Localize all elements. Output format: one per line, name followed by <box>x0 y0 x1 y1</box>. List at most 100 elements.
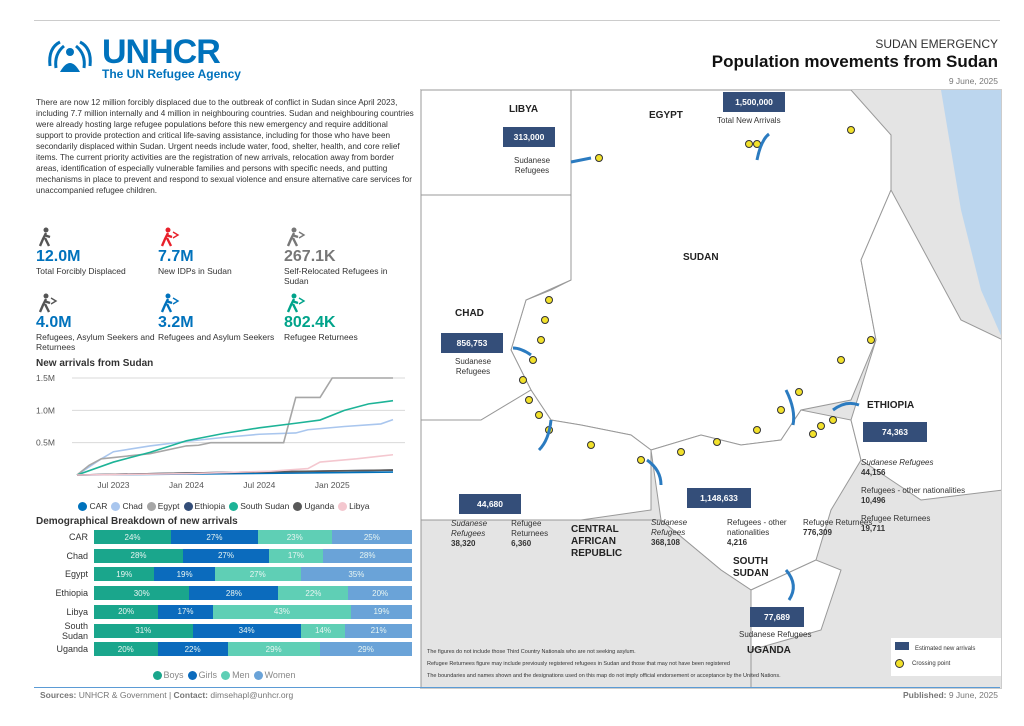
legend-label: Ethiopia <box>194 501 226 511</box>
bar-segment-women: 25% <box>331 530 412 544</box>
country-label-sudan: SUDAN <box>683 252 719 263</box>
egypt-label: Total New Arrivals <box>717 116 781 125</box>
crossing-point-icon <box>809 430 817 438</box>
legend-swatch <box>187 671 197 681</box>
breakdown-value: 6,360 <box>511 539 532 548</box>
kpi-value: 7.7M <box>158 248 194 265</box>
crossing-point-icon <box>677 448 685 456</box>
kpi-value: 267.1K <box>284 248 336 265</box>
org-name: UNHCR <box>102 33 221 71</box>
country-label-chad: CHAD <box>455 308 484 319</box>
kpi-value: 4.0M <box>36 314 72 331</box>
crossing-point-icon <box>847 126 855 134</box>
legend-swatch <box>338 502 348 512</box>
category-label: Ethiopia <box>55 588 88 599</box>
legend-item: Men <box>221 670 250 681</box>
kpi-card: 4.0M Refugees, Asylum Seekers and Returne… <box>36 292 156 352</box>
bar-segment-men: 14% <box>300 623 346 638</box>
movement-arrow-icon <box>646 458 663 486</box>
red-sea <box>941 90 1001 336</box>
y-tick-label: 1.0M <box>36 405 55 415</box>
bar-segment-girls: 19% <box>154 567 215 582</box>
contact-email-link[interactable]: dimsehapl@unhcr.org <box>210 690 294 700</box>
uganda-total-box: 77,689 <box>750 607 804 627</box>
report-date: 9 June, 2025 <box>948 76 998 86</box>
legend-label: Uganda <box>304 501 335 511</box>
x-tick-label: Jan 2025 <box>315 480 350 490</box>
legend-item: Uganda <box>293 501 335 512</box>
map-legend: Estimated new arrivals Crossing point <box>891 638 1001 676</box>
category-label: Egypt <box>64 569 88 580</box>
breakdown-item: Sudanese Refugees 38,320 <box>451 519 505 549</box>
bar-segment-women: 19% <box>350 604 412 619</box>
series-line-egypt <box>76 377 393 476</box>
legend-label: Women <box>264 670 296 680</box>
bar-segment-girls: 27% <box>183 548 269 563</box>
legend-label: South Sudan <box>240 501 290 511</box>
breakdown-label: Refugees - other nationalities <box>727 518 787 537</box>
legend-label: Chad <box>122 501 143 511</box>
crossing-point-icon <box>519 376 527 384</box>
published-label: Published: <box>903 690 947 700</box>
movement-arrow-icon <box>784 569 795 601</box>
country-label-uganda: UGANDA <box>747 645 791 656</box>
x-tick-label: Jul 2023 <box>97 480 129 490</box>
kpi-label: Refugees, Asylum Seekers and Returnees <box>36 332 155 352</box>
legend-item: Ethiopia <box>183 501 226 512</box>
bar-row: Egypt 19% 19% 27% 35% <box>36 567 412 582</box>
kpi-card: 267.1K Self-Relocated Refugees in Sudan <box>284 226 404 286</box>
bar-segment-men: 43% <box>212 604 351 619</box>
crossing-point-icon <box>745 140 753 148</box>
breakdown-value: 19,711 <box>861 524 886 533</box>
footer-divider <box>34 687 1000 688</box>
legend-swatch <box>253 671 263 681</box>
legend-label: Libya <box>349 501 370 511</box>
breakdown-value: 44,156 <box>861 468 886 477</box>
crossing-point-icon <box>867 336 875 344</box>
bar-segment-women: 29% <box>319 642 412 657</box>
bar-segment-boys: 19% <box>94 567 155 582</box>
returnee-icon <box>286 293 306 313</box>
map-legend-label: Estimated new arrivals <box>915 646 976 652</box>
map-note: Refugee Returnees figure may include pre… <box>427 661 730 667</box>
legend-label: Girls <box>198 670 218 680</box>
bar-segment-women: 28% <box>322 548 412 563</box>
uganda-label: Sudanese Refugees <box>739 630 812 639</box>
breakdown-label: Refugee Returnees <box>861 514 931 523</box>
bar-segment-girls: 17% <box>158 604 213 619</box>
ethiopia-total-box: 74,363 <box>863 422 927 442</box>
map-base <box>421 90 1001 688</box>
breakdown-item: Refugee Returnees 776,309 <box>803 518 872 548</box>
crossing-point-icon <box>535 411 543 419</box>
series-line-libya <box>76 453 394 476</box>
country-label-car: CENTRAL AFRICAN REPUBLIC <box>571 524 623 559</box>
breakdown-label: Refugee Returnees <box>803 518 873 527</box>
crossing-point-icon <box>829 416 837 424</box>
movement-arrow-icon <box>784 389 796 426</box>
legend-item: Libya <box>338 501 370 512</box>
displaced-person-icon <box>38 227 51 247</box>
bar-segment-men: 22% <box>278 586 349 601</box>
crossing-point-icon <box>545 296 553 304</box>
report-kicker: SUDAN EMERGENCY <box>875 37 998 51</box>
stacked-bar: 24% 27% 23% 25% <box>94 530 412 544</box>
egypt-total-box: 1,500,000 <box>723 92 785 112</box>
population-movement-map: LIBYA EGYPT SUDAN CHAD ETHIOPIA CENTRAL … <box>420 89 1002 689</box>
bar-segment-boys: 20% <box>94 604 159 619</box>
breakdown-label: Refugee Returnees <box>511 519 549 538</box>
country-label-egypt: EGYPT <box>649 110 683 121</box>
map-legend-item: Estimated new arrivals <box>895 642 997 657</box>
legend-swatch <box>221 671 231 681</box>
map-notes: The figures do not include those Third C… <box>427 646 781 682</box>
crossing-point-icon <box>587 441 595 449</box>
bar-chart-legend: Boys Girls Men Women <box>36 670 412 681</box>
relocated-refugee-icon <box>286 227 306 247</box>
breakdown-item: Sudanese Refugees 368,108 <box>651 518 721 548</box>
legend-swatch <box>146 502 156 512</box>
x-tick-label: Jan 2024 <box>169 480 204 490</box>
breakdown-item: Sudanese Refugees 44,156 <box>861 458 1001 478</box>
series-line-chad <box>76 418 394 476</box>
idp-running-icon <box>160 227 180 247</box>
bar-segment-men: 17% <box>268 548 323 563</box>
legend-label: Men <box>232 670 250 680</box>
